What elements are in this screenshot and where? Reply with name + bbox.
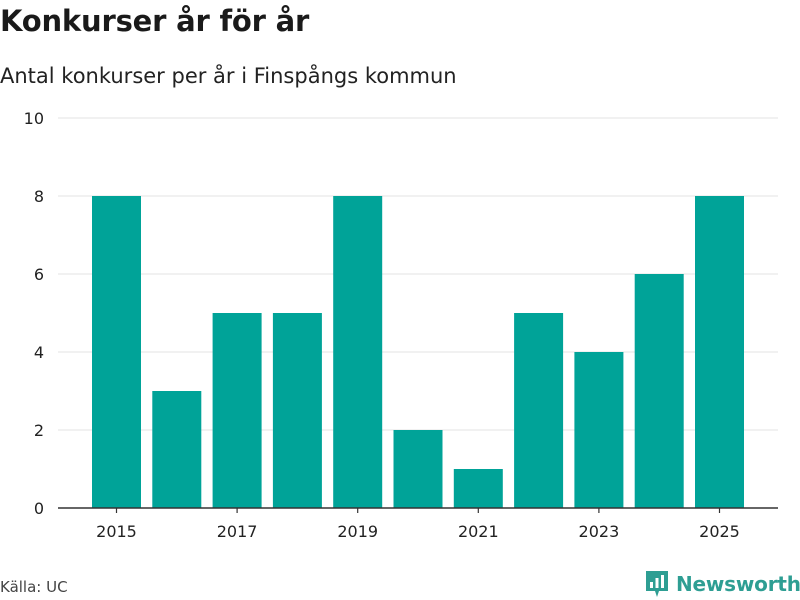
x-axis: 2015 2017 2019 2021 2023 2025 [58, 507, 778, 541]
bar-2019 [333, 196, 383, 508]
x-tick-label: 2019 [337, 522, 378, 541]
y-tick-label: 8 [34, 187, 44, 206]
y-tick-label: 4 [34, 343, 44, 362]
bar-2015 [92, 196, 141, 508]
source-label: Källa: UC [0, 578, 68, 596]
bar-2024 [634, 274, 684, 508]
bar-2017 [212, 313, 262, 508]
y-tick-label: 6 [34, 265, 44, 284]
chart-subtitle: Antal konkurser per år i Finspångs kommu… [0, 64, 457, 88]
y-tick-label: 2 [34, 421, 44, 440]
bar-2016 [152, 391, 202, 508]
brand-name: Newsworthy [676, 572, 800, 596]
x-tick-label: 2023 [579, 522, 620, 541]
bar-2018 [272, 313, 322, 508]
bar-2023 [574, 352, 624, 508]
chart-title: Konkurser år för år [0, 4, 310, 38]
bar-2021 [453, 469, 503, 508]
x-tick-label: 2021 [458, 522, 499, 541]
x-tick-label: 2015 [96, 522, 137, 541]
bar-2022 [514, 313, 564, 508]
bar-2025 [695, 196, 744, 508]
y-axis-ticks: 0 2 4 6 8 10 [24, 109, 44, 518]
newsworthy-logo-icon [646, 571, 668, 597]
brand[interactable]: Newsworthy [644, 569, 800, 599]
bars [92, 196, 744, 508]
y-tick-label: 10 [24, 109, 44, 128]
x-tick-label: 2025 [699, 522, 740, 541]
bar-chart: 0 2 4 6 8 10 2015 2017 2019 2021 2023 2025 [24, 109, 778, 541]
bar-2020 [393, 430, 443, 508]
y-tick-label: 0 [34, 499, 44, 518]
x-tick-label: 2017 [217, 522, 258, 541]
